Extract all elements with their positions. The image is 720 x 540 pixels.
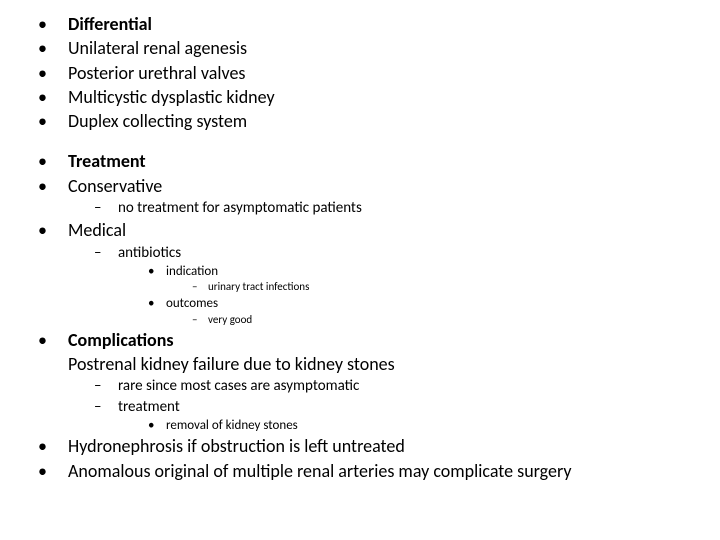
complications-tail: • Hydronephrosis if obstruction is left …: [20, 434, 700, 483]
spacer: [20, 133, 700, 149]
treatment-block: • Treatment • Conservative: [20, 149, 700, 198]
indication-value: urinary tract infections: [208, 280, 309, 295]
list-item: – urinary tract infections: [192, 280, 700, 295]
complications-block: • Complications Postrenal kidney failure…: [20, 328, 700, 377]
dash-icon: –: [192, 313, 208, 328]
medical-label: Medical: [68, 218, 700, 242]
bullet-icon: •: [20, 218, 68, 242]
bullet-icon: •: [148, 263, 166, 281]
complications-sub: – rare since most cases are asymptomatic…: [20, 376, 700, 417]
complications-treatment-label: treatment: [118, 397, 700, 417]
antibiotics-label: antibiotics: [118, 243, 700, 263]
list-item: – very good: [192, 313, 700, 328]
bullet-icon: •: [20, 328, 68, 352]
differential-item: Posterior urethral valves: [68, 61, 700, 85]
differential-item: Multicystic dysplastic kidney: [68, 85, 700, 109]
differential-heading-item: • Differential: [20, 12, 700, 36]
list-item: • Anomalous original of multiple renal a…: [20, 459, 700, 483]
indication-label: indication: [166, 263, 218, 281]
list-item: – no treatment for asymptomatic patients: [94, 198, 700, 218]
medical-block: • Medical: [20, 218, 700, 242]
complications-heading-text: Complications: [68, 328, 700, 352]
bullet-icon: •: [148, 417, 166, 435]
antibiotics-detail: • indication – urinary tract infections: [20, 263, 700, 328]
conservative-note: no treatment for asymptomatic patients: [118, 198, 700, 218]
dash-icon: –: [94, 198, 118, 218]
bullet-icon: •: [20, 12, 68, 36]
complications-line2: Postrenal kidney failure due to kidney s…: [68, 352, 700, 376]
conservative-item: • Conservative: [20, 174, 700, 198]
outcomes-value-block: – very good: [166, 313, 700, 328]
dash-icon: –: [94, 376, 118, 396]
bullet-icon: •: [20, 85, 68, 109]
complications-treatment-value-block: • removal of kidney stones: [118, 417, 700, 435]
outcomes-value: very good: [208, 313, 252, 328]
bullet-icon: •: [20, 434, 68, 458]
complications-heading: Complications Postrenal kidney failure d…: [68, 328, 700, 377]
differential-item: Duplex collecting system: [68, 109, 700, 133]
bullet-icon: •: [20, 61, 68, 85]
slide-outline: • Differential • Unilateral renal agenes…: [20, 12, 700, 133]
bullet-icon: •: [20, 459, 68, 483]
bullet-icon: •: [20, 149, 68, 173]
complications-rare: rare since most cases are asymptomatic: [118, 376, 700, 396]
conservative-sub: – no treatment for asymptomatic patients: [20, 198, 700, 218]
medical-item: • Medical: [20, 218, 700, 242]
list-item: – rare since most cases are asymptomatic: [94, 376, 700, 396]
list-item: • removal of kidney stones: [148, 417, 700, 435]
bullet-icon: •: [20, 174, 68, 198]
list-item: • Duplex collecting system: [20, 109, 700, 133]
bullet-icon: •: [20, 109, 68, 133]
differential-item: Unilateral renal agenesis: [68, 36, 700, 60]
treatment-heading-item: • Treatment: [20, 149, 700, 173]
indication-value-block: – urinary tract infections: [166, 280, 700, 295]
outcomes-block: • outcomes: [118, 295, 700, 313]
list-item: • indication: [148, 263, 700, 281]
list-item: • outcomes: [148, 295, 700, 313]
conservative-label: Conservative: [68, 174, 700, 198]
list-item: – treatment: [94, 397, 700, 417]
dash-icon: –: [94, 397, 118, 417]
dash-icon: –: [94, 243, 118, 263]
outcomes-label: outcomes: [166, 295, 218, 313]
indication-block: • indication: [118, 263, 700, 281]
differential-heading: Differential: [68, 12, 700, 36]
dash-icon: –: [192, 280, 208, 295]
treatment-heading: Treatment: [68, 149, 700, 173]
anomalous-text: Anomalous original of multiple renal art…: [68, 459, 700, 483]
bullet-icon: •: [20, 36, 68, 60]
list-item: • Posterior urethral valves: [20, 61, 700, 85]
list-item: • Hydronephrosis if obstruction is left …: [20, 434, 700, 458]
medical-sub: – antibiotics: [20, 243, 700, 263]
list-item: • Unilateral renal agenesis: [20, 36, 700, 60]
complications-treatment-value: removal of kidney stones: [166, 417, 298, 435]
complications-item: • Complications Postrenal kidney failure…: [20, 328, 700, 377]
list-item: – antibiotics: [94, 243, 700, 263]
bullet-icon: •: [148, 295, 166, 313]
hydronephrosis-text: Hydronephrosis if obstruction is left un…: [68, 434, 700, 458]
list-item: • Multicystic dysplastic kidney: [20, 85, 700, 109]
